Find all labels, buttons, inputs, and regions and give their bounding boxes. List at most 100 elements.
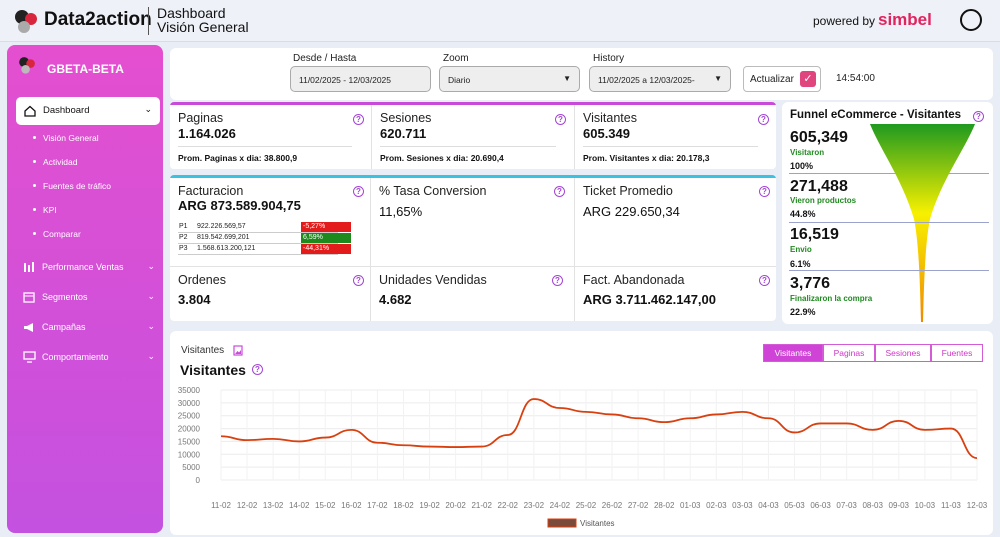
funnel-step-label: Finalizaron la compra bbox=[790, 294, 873, 303]
help-icon[interactable]: ? bbox=[758, 114, 769, 125]
x-tick-label: 12-03 bbox=[967, 501, 988, 510]
divider bbox=[178, 146, 352, 147]
y-tick-label: 5000 bbox=[182, 463, 200, 472]
divider bbox=[371, 105, 372, 169]
x-tick-label: 06-03 bbox=[810, 501, 831, 510]
y-tick-label: 20000 bbox=[178, 425, 201, 434]
x-tick-label: 27-02 bbox=[628, 501, 649, 510]
megaphone-icon bbox=[24, 323, 33, 332]
funnel-step-label: Vieron productos bbox=[790, 196, 857, 205]
accent-bar bbox=[170, 102, 776, 105]
x-tick-label: 07-03 bbox=[836, 501, 857, 510]
sidebar-item-label: Campañas bbox=[42, 322, 86, 332]
funnel-graphic bbox=[870, 124, 975, 322]
sidebar-item-comparar[interactable]: Comparar bbox=[33, 229, 81, 239]
page-title: Dashboard bbox=[157, 5, 226, 21]
funnel-step-count: 3,776 bbox=[790, 275, 831, 292]
sidebar-item-segmentos[interactable]: Segmentos ⌄ bbox=[23, 291, 155, 305]
kpi-title: Unidades Vendidas bbox=[379, 273, 487, 287]
tab-paginas[interactable]: Paginas bbox=[823, 344, 875, 362]
clock-time: 14:54:00 bbox=[836, 73, 875, 84]
help-icon[interactable]: ? bbox=[353, 114, 364, 125]
y-tick-label: 35000 bbox=[178, 386, 201, 395]
help-icon[interactable]: ? bbox=[353, 186, 364, 197]
tab-sesiones[interactable]: Sesiones bbox=[875, 344, 931, 362]
kpi-value: ARG 229.650,34 bbox=[583, 204, 680, 219]
period-row: P1 922.226.569,57 -5,27% bbox=[178, 222, 351, 233]
kpi-average: Prom. Paginas x dia: 38.800,9 bbox=[178, 153, 298, 163]
x-tick-label: 03-03 bbox=[732, 501, 753, 510]
tab-fuentes[interactable]: Fuentes bbox=[931, 344, 983, 362]
sidebar-item-kpi[interactable]: KPI bbox=[33, 205, 57, 215]
period-value: 819.542.699,201 bbox=[197, 234, 250, 241]
x-tick-label: 26-02 bbox=[602, 501, 623, 510]
funnel-step-count: 16,519 bbox=[790, 226, 839, 243]
funnel-step-percent: 22.9% bbox=[790, 307, 816, 317]
funnel-step-count: 605,349 bbox=[790, 129, 848, 146]
history-select[interactable]: 11/02/2025 a 12/03/2025- ▼ bbox=[589, 66, 731, 92]
legend-label: Visitantes bbox=[580, 519, 615, 528]
x-tick-label: 01-03 bbox=[680, 501, 701, 510]
help-icon[interactable]: ? bbox=[552, 275, 563, 286]
help-icon[interactable]: ? bbox=[252, 364, 263, 375]
help-icon[interactable]: ? bbox=[973, 111, 984, 122]
chart-panel: Visitantes Visitantes ? Visitantes Pagin… bbox=[170, 331, 993, 535]
zoom-label: Zoom bbox=[443, 53, 469, 64]
header-divider bbox=[148, 7, 149, 35]
kpi-title: % Tasa Conversion bbox=[379, 184, 487, 198]
kpi-value: 1.164.026 bbox=[178, 126, 236, 141]
sidebar-item-fuentes[interactable]: Fuentes de tráfico bbox=[32, 181, 112, 191]
x-tick-label: 24-02 bbox=[550, 501, 571, 510]
x-tick-label: 25-02 bbox=[576, 501, 597, 510]
help-icon[interactable]: ? bbox=[555, 114, 566, 125]
kpi-card-paginas: Paginas 1.164.026 Prom. Paginas x dia: 3… bbox=[170, 105, 370, 169]
image-export-icon[interactable] bbox=[233, 345, 243, 356]
sliders-icon bbox=[24, 262, 34, 272]
chevron-down-icon: ⌄ bbox=[147, 291, 155, 301]
kpi-card-conversion: % Tasa Conversion 11,65% ? bbox=[371, 178, 574, 266]
period-row: P3 1.568.613.200,121 -44,31% bbox=[178, 244, 351, 255]
sidebar-item-actividad[interactable]: Actividad bbox=[33, 157, 78, 167]
kpi-card-abandonada: Fact. Abandonada ARG 3.711.462.147,00 ? bbox=[575, 267, 776, 321]
period-change-badge: -5,27% bbox=[301, 222, 351, 232]
filter-bar: Desde / Hasta 11/02/2025 - 12/03/2025 Zo… bbox=[170, 48, 993, 100]
kpi-title: Ticket Promedio bbox=[583, 184, 673, 198]
funnel-panel: Funnel eCommerce - Visitantes ? 605,349 … bbox=[782, 102, 993, 324]
sidebar-item-dashboard[interactable]: Dashboard ⌄ bbox=[16, 97, 160, 125]
monitor-icon bbox=[23, 351, 36, 363]
partner-logo: simbel bbox=[878, 10, 932, 29]
period-table: P1 922.226.569,57 -5,27% P2 819.542.699,… bbox=[178, 222, 351, 255]
help-icon[interactable]: ? bbox=[759, 275, 770, 286]
divider bbox=[574, 105, 575, 169]
checkbox-checked-icon[interactable]: ✓ bbox=[800, 71, 816, 87]
brand-name: Data2action bbox=[44, 9, 152, 30]
x-tick-label: 28-02 bbox=[654, 501, 675, 510]
powered-by-label: powered by bbox=[813, 14, 876, 28]
page-subtitle: Visión General bbox=[157, 19, 249, 35]
zoom-select[interactable]: Diario ▼ bbox=[439, 66, 580, 92]
help-icon[interactable]: ? bbox=[353, 275, 364, 286]
home-icon bbox=[24, 105, 36, 117]
help-icon[interactable]: ? bbox=[759, 186, 770, 197]
x-tick-label: 16-02 bbox=[341, 501, 362, 510]
sidebar-item-vision-general[interactable]: Visión General bbox=[33, 133, 99, 143]
user-account-icon[interactable] bbox=[960, 9, 982, 31]
refresh-button[interactable]: Actualizar ✓ bbox=[743, 66, 821, 92]
period-key: P2 bbox=[179, 234, 188, 241]
sidebar-item-performance[interactable]: Performance Ventas ⌄ bbox=[23, 261, 155, 275]
kpi-value: 4.682 bbox=[379, 292, 412, 307]
caret-down-icon: ▼ bbox=[563, 74, 571, 83]
sidebar-item-label: Segmentos bbox=[42, 292, 88, 302]
divider bbox=[789, 222, 989, 223]
folder-icon bbox=[23, 292, 35, 303]
x-tick-label: 09-03 bbox=[889, 501, 910, 510]
help-icon[interactable]: ? bbox=[554, 186, 565, 197]
x-tick-label: 21-02 bbox=[471, 501, 492, 510]
x-tick-label: 02-03 bbox=[706, 501, 727, 510]
sidebar-item-campanas[interactable]: Campañas ⌄ bbox=[23, 321, 155, 335]
caret-down-icon: ▼ bbox=[714, 74, 722, 83]
sidebar-item-comportamiento[interactable]: Comportamiento ⌄ bbox=[23, 351, 155, 365]
kpi-value: ARG 3.711.462.147,00 bbox=[583, 292, 716, 307]
date-range-input[interactable]: 11/02/2025 - 12/03/2025 bbox=[290, 66, 431, 92]
tab-visitantes[interactable]: Visitantes bbox=[763, 344, 823, 362]
